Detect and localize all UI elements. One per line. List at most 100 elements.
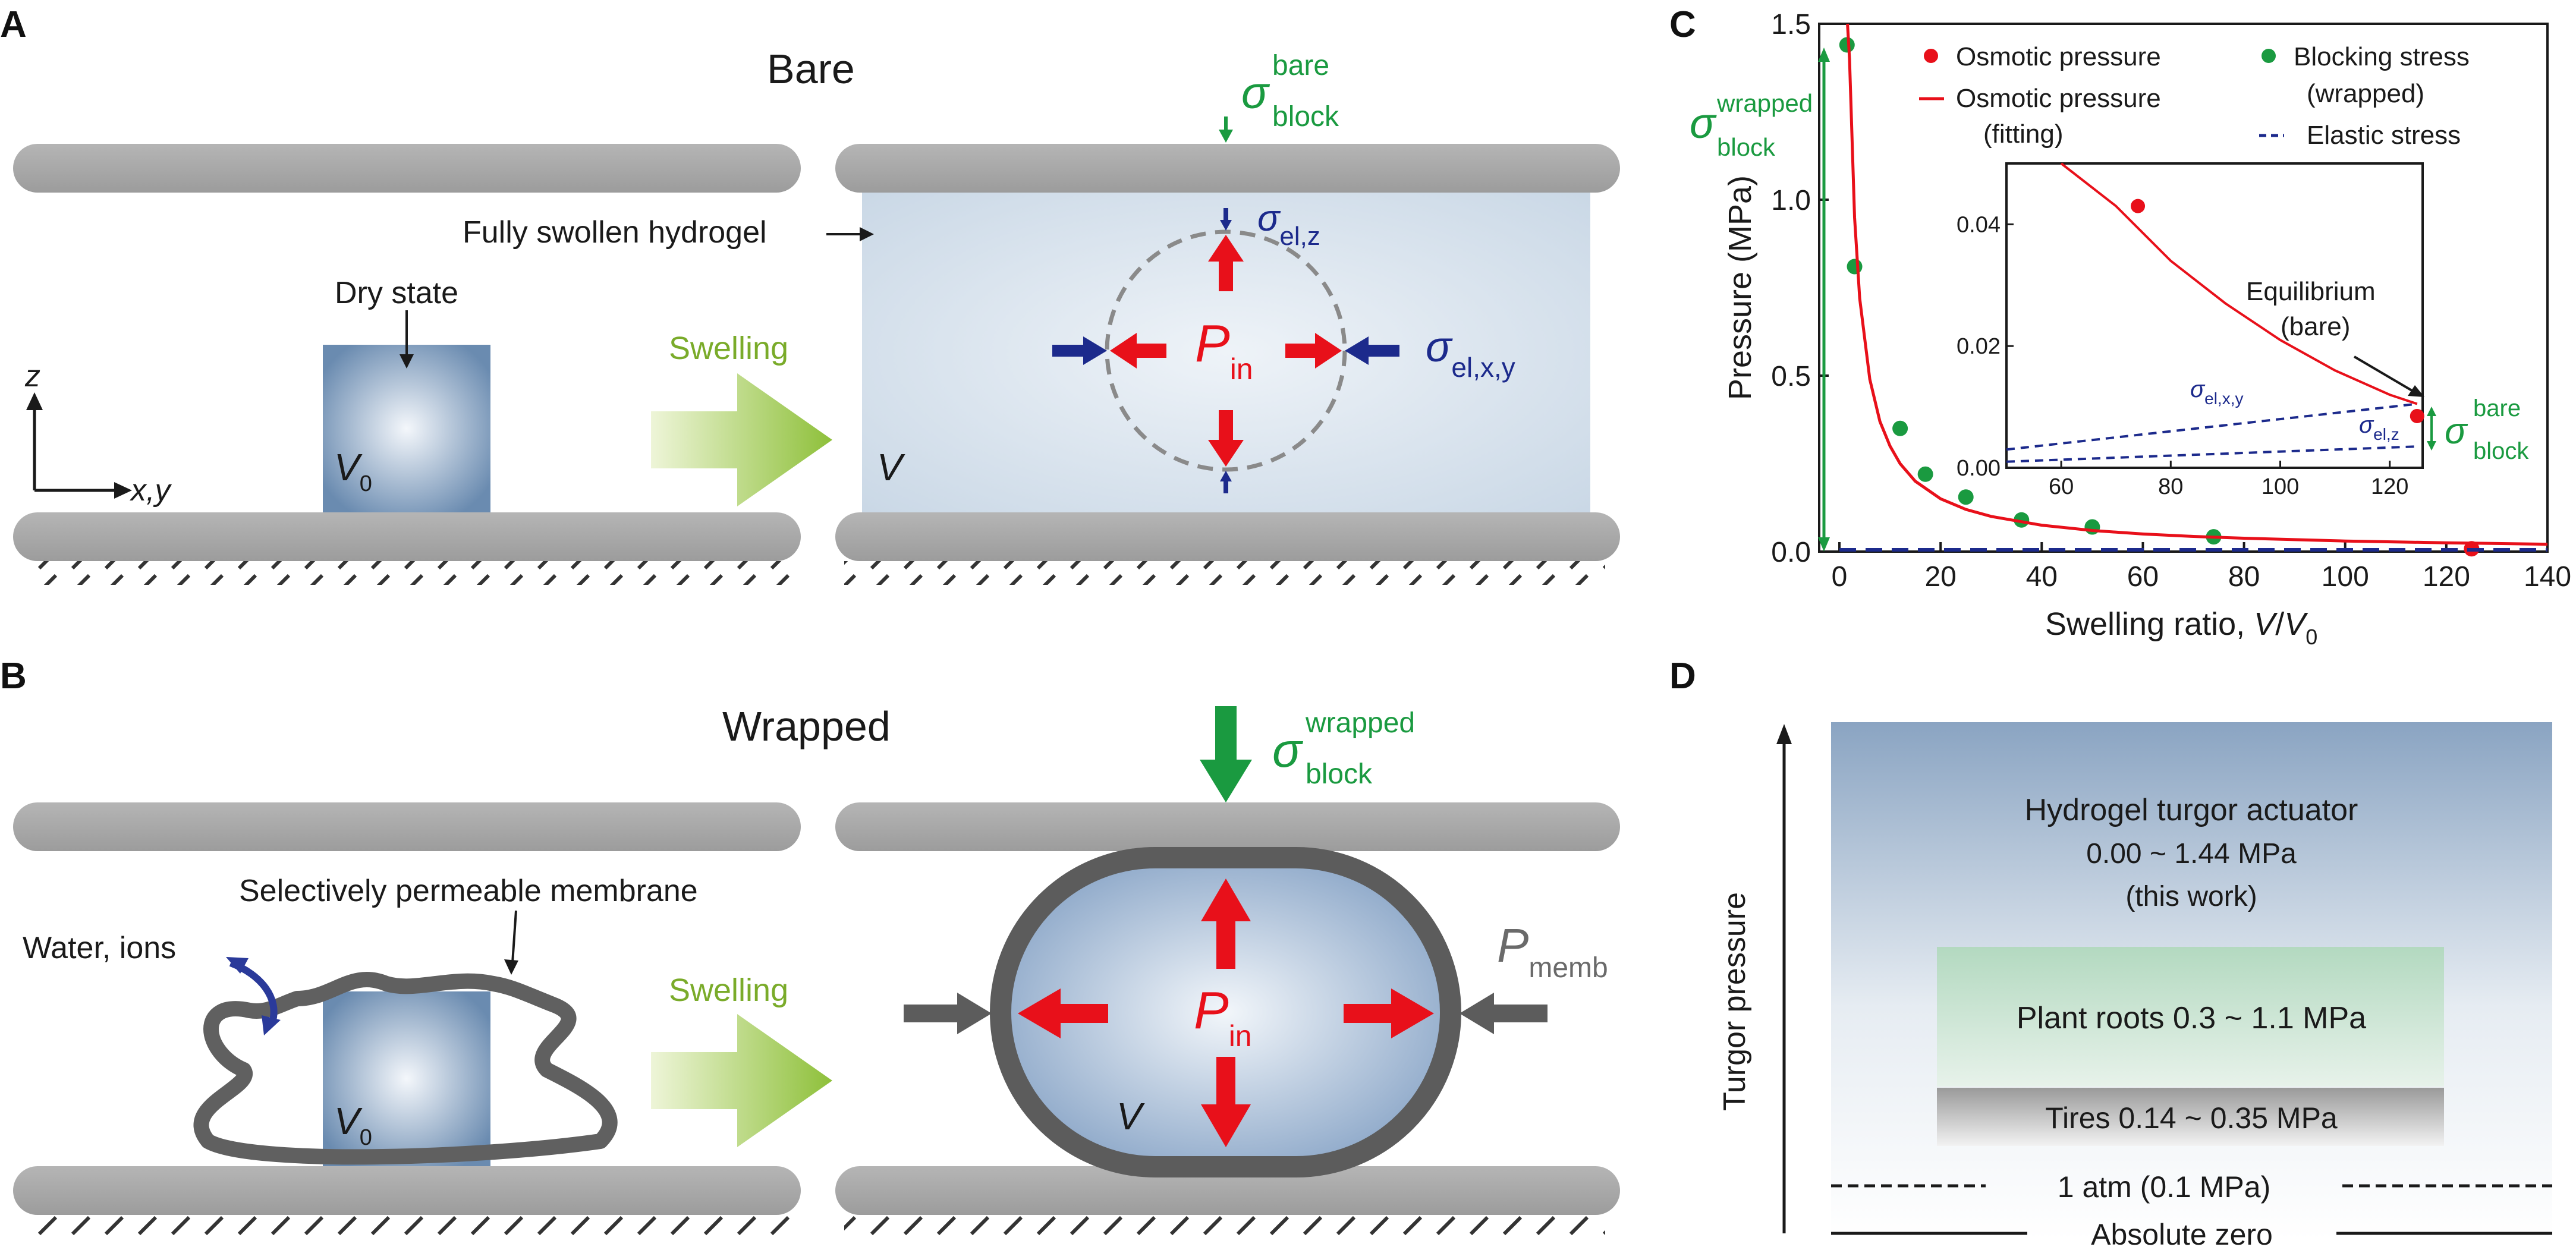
top-plate-left xyxy=(13,144,801,193)
y-tick-label: 0.0 xyxy=(1771,537,1811,568)
bare-title: Bare xyxy=(767,46,855,92)
panel-label-b: B xyxy=(0,656,27,697)
y-tick-label: 0.5 xyxy=(1771,361,1811,392)
v-label: V xyxy=(1116,1095,1145,1138)
top-plate-right xyxy=(835,144,1620,193)
absolute-zero-label: Absolute zero xyxy=(2091,1218,2273,1250)
wrapped-range-annotation: σ wrapped block xyxy=(1690,48,1830,552)
range-arrow-icon xyxy=(1818,537,1830,552)
pointer-arrow-icon xyxy=(504,959,518,975)
x-tick-label: 100 xyxy=(2322,561,2369,593)
range-arrow-icon xyxy=(2427,441,2436,451)
bottom-plate-right xyxy=(835,512,1620,561)
axis-z-label: z xyxy=(24,359,40,393)
axis-xy-label: x,y xyxy=(129,473,172,508)
top-plate-right xyxy=(835,802,1620,851)
ground-hatch xyxy=(36,561,797,585)
y-axis-label: Pressure (MPa) xyxy=(1722,175,1758,400)
membrane-pressure-arrows xyxy=(904,993,1548,1034)
pointer-arrow-icon xyxy=(400,354,414,369)
y-tick-label: 1.5 xyxy=(1771,9,1811,40)
bottom-plate-left xyxy=(13,512,801,561)
panel-c: C 0 20 40 60 80 100 120 140 0.0 0.5 1.0 1.5 Pressur… xyxy=(1669,4,2571,649)
data-point xyxy=(1892,420,1908,436)
fully-swollen-label: Fully swollen hydrogel xyxy=(463,215,767,250)
legend-fit-l2: (fitting) xyxy=(1983,119,2063,149)
range-arrow-icon xyxy=(1818,48,1830,62)
inset-y-tick-label: 0.00 xyxy=(1957,456,2001,481)
block-bare-sub: block xyxy=(1272,101,1339,133)
swelling-arrow-icon xyxy=(651,1014,832,1147)
inset-elz-line xyxy=(2006,445,2417,463)
ground-hatch xyxy=(844,561,1605,585)
legend-elastic: Elastic stress xyxy=(2307,121,2461,150)
plant-roots-band xyxy=(1937,947,2444,1087)
v0-label: V0 xyxy=(334,446,372,496)
data-point xyxy=(2084,519,2100,535)
wrapped-title: Wrapped xyxy=(722,703,891,750)
inset-data-point xyxy=(2410,408,2424,423)
legend-blocking-marker xyxy=(2262,49,2276,63)
p-in-label: Pin xyxy=(1195,314,1253,386)
block-wrapped-sup: wrapped xyxy=(1305,707,1415,739)
elastic-stress-arrows xyxy=(1052,208,1399,493)
swelling-label: Swelling xyxy=(669,972,788,1008)
sigma-el-z-label: σel,z xyxy=(1257,198,1320,251)
inset-x-tick-label: 60 xyxy=(2049,474,2074,499)
panel-d: D Turgor pressure Hydrogel turgor actuat… xyxy=(1669,656,2552,1250)
bottom-plate-right xyxy=(835,1166,1620,1215)
data-point xyxy=(1839,37,1855,53)
y-tick-label: 1.0 xyxy=(1771,185,1811,216)
axis-ticks: 0 20 40 60 80 100 120 140 0.0 0.5 1.0 1.5 xyxy=(1771,9,2571,593)
x-tick-label: 60 xyxy=(2127,561,2159,593)
internal-pressure-arrows xyxy=(1110,235,1342,467)
top-plate-left xyxy=(13,802,801,851)
legend: Osmotic pressure Osmotic pressure (fitti… xyxy=(1919,42,2470,150)
inset-bare-sup: bare xyxy=(2473,395,2521,421)
blocking-arrow-icon xyxy=(1200,706,1252,802)
legend-osmotic: Osmotic pressure xyxy=(1956,42,2161,71)
inset-ticks: 60 80 100 120 0.00 0.02 0.04 xyxy=(1957,212,2408,499)
legend-blocking-l1: Blocking stress xyxy=(2294,42,2470,71)
inset-bare-sub: block xyxy=(2473,438,2529,464)
inset-fit-line xyxy=(2060,162,2418,405)
exchange-arrow-icon xyxy=(226,957,249,974)
hydrogel-range-l1: Hydrogel turgor actuator xyxy=(2025,793,2358,827)
fit-line xyxy=(1846,23,2548,546)
x-tick-label: 0 xyxy=(1832,561,1848,593)
inset-sigma-bare: σ xyxy=(2445,411,2468,452)
inset-x-tick-label: 100 xyxy=(2262,474,2299,499)
inset-frame xyxy=(2005,162,2424,469)
blocking-arrow-icon xyxy=(1219,130,1233,143)
range-arrow-icon xyxy=(2427,407,2436,416)
p-in-label: Pin xyxy=(1194,981,1252,1053)
equilibrium-label-l2: (bare) xyxy=(2281,312,2350,341)
sigma-wrapped-sub: block xyxy=(1717,133,1776,161)
block-bare-sup: bare xyxy=(1272,50,1329,81)
x-tick-label: 120 xyxy=(2423,561,2470,593)
legend-blocking-l2: (wrapped) xyxy=(2307,79,2424,108)
plant-roots-label: Plant roots 0.3 ~ 1.1 MPa xyxy=(2017,1001,2366,1035)
dry-hydrogel xyxy=(323,345,490,512)
ground-hatch xyxy=(844,1215,1605,1239)
water-ions-label: Water, ions xyxy=(23,931,176,965)
sigma-block-wrapped-label: σ xyxy=(1272,723,1304,777)
x-tick-label: 140 xyxy=(2524,561,2571,593)
axis-arrow-icon xyxy=(26,392,43,410)
panel-label-c: C xyxy=(1669,4,1696,45)
data-point xyxy=(1847,259,1863,275)
inset-y-tick-label: 0.04 xyxy=(1957,212,2001,237)
panel-label-d: D xyxy=(1669,656,1696,697)
sigma-block-bare-label: σ xyxy=(1241,68,1270,118)
exchange-arrow-icon xyxy=(262,1015,281,1035)
inset-y-tick-label: 0.02 xyxy=(1957,334,2001,359)
dry-state-label: Dry state xyxy=(335,276,458,310)
v-label: V xyxy=(877,446,905,489)
x-tick-label: 40 xyxy=(2026,561,2058,593)
sigma-wrapped: σ xyxy=(1690,100,1717,147)
p-memb-label: Pmemb xyxy=(1497,919,1608,984)
hydrogel-range-l3: (this work) xyxy=(2125,881,2257,912)
bottom-plate-left xyxy=(13,1166,801,1215)
block-wrapped-sub: block xyxy=(1306,758,1373,790)
